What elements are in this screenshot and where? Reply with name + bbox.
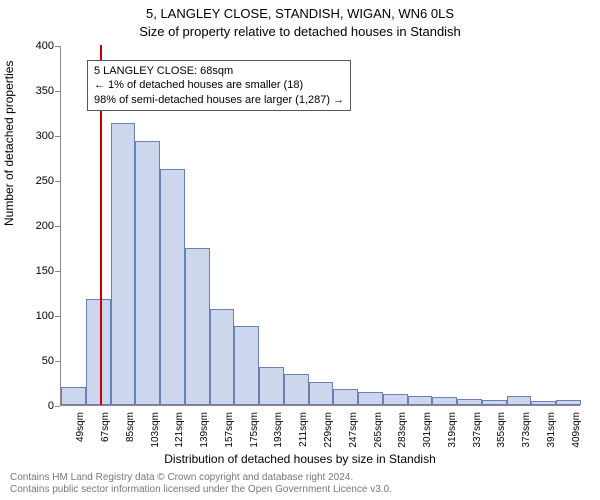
histogram-bar (531, 401, 556, 406)
histogram-bar (86, 299, 111, 405)
y-tick-label: 150 (20, 265, 54, 277)
histogram-bar (160, 169, 185, 405)
annotation-line: 98% of semi-detached houses are larger (… (94, 93, 344, 107)
y-tick-label: 250 (20, 175, 54, 187)
histogram-bar (383, 394, 408, 405)
y-tick-label: 350 (20, 85, 54, 97)
y-tick-label: 100 (20, 310, 54, 322)
y-tick-mark (55, 406, 60, 407)
annotation-line: 5 LANGLEY CLOSE: 68sqm (94, 64, 344, 78)
histogram-bar (507, 396, 532, 405)
histogram-bar (259, 367, 284, 405)
histogram-bar (135, 141, 160, 405)
footer-attribution: Contains HM Land Registry data © Crown c… (10, 472, 392, 496)
y-axis-label: Number of detached properties (2, 61, 16, 226)
y-tick-label: 400 (20, 40, 54, 52)
chart-title-line2: Size of property relative to detached ho… (0, 24, 600, 39)
histogram-bar (556, 400, 581, 405)
histogram-bar (358, 392, 383, 406)
histogram-bar (284, 374, 309, 405)
histogram-bar (432, 397, 457, 405)
histogram-bar (234, 326, 259, 405)
histogram-bar (61, 387, 86, 405)
chart-title-line1: 5, LANGLEY CLOSE, STANDISH, WIGAN, WN6 0… (0, 6, 600, 21)
histogram-bar (408, 396, 433, 405)
histogram-bar (482, 400, 507, 405)
annotation-box: 5 LANGLEY CLOSE: 68sqm← 1% of detached h… (87, 60, 351, 111)
histogram-bar (111, 123, 136, 405)
histogram-bar (333, 389, 358, 405)
annotation-line: ← 1% of detached houses are smaller (18) (94, 78, 344, 92)
y-tick-label: 50 (20, 355, 54, 367)
chart-container: 5, LANGLEY CLOSE, STANDISH, WIGAN, WN6 0… (0, 0, 600, 500)
y-tick-label: 200 (20, 220, 54, 232)
histogram-bar (457, 399, 482, 405)
footer-line2: Contains public sector information licen… (10, 484, 392, 496)
x-axis-label: Distribution of detached houses by size … (0, 452, 600, 466)
histogram-bar (309, 382, 334, 405)
histogram-bar (185, 248, 210, 405)
y-tick-label: 0 (20, 400, 54, 412)
footer-line1: Contains HM Land Registry data © Crown c… (10, 472, 392, 484)
histogram-bar (210, 309, 235, 405)
y-tick-label: 300 (20, 130, 54, 142)
